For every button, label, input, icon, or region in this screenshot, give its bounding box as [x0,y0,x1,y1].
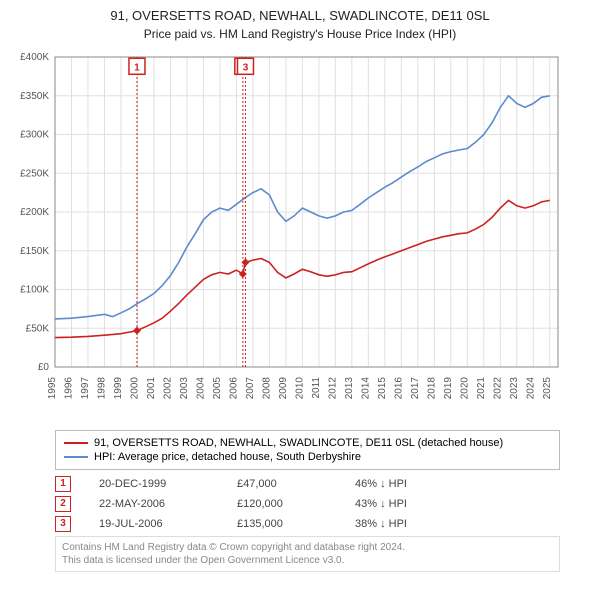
sales-table: 1 20-DEC-1999 £47,000 46% ↓ HPI 2 22-MAY-2006… [55,476,560,532]
sales-row: 1 20-DEC-1999 £47,000 46% ↓ HPI [55,476,560,492]
svg-text:2003: 2003 [179,376,190,399]
legend-label: 91, OVERSETTS ROAD, NEWHALL, SWADLINCOTE… [94,437,503,449]
chart-container: 91, OVERSETTS ROAD, NEWHALL, SWADLINCOTE… [0,0,600,590]
sale-price: £135,000 [237,518,327,530]
svg-text:1997: 1997 [80,376,91,399]
svg-text:2012: 2012 [327,376,338,399]
svg-text:2020: 2020 [459,376,470,399]
chart-title: 91, OVERSETTS ROAD, NEWHALL, SWADLINCOTE… [10,8,590,25]
svg-text:2007: 2007 [245,376,256,399]
sale-price: £47,000 [237,478,327,490]
sale-delta: 46% ↓ HPI [355,478,407,490]
svg-text:2019: 2019 [443,376,454,399]
legend-label: HPI: Average price, detached house, Sout… [94,451,361,463]
svg-text:2004: 2004 [195,376,206,399]
svg-text:£0: £0 [38,362,50,373]
svg-text:2008: 2008 [261,376,272,399]
svg-text:£100K: £100K [20,284,49,295]
svg-text:2022: 2022 [492,376,503,399]
svg-text:2016: 2016 [393,376,404,399]
svg-text:£250K: £250K [20,168,49,179]
svg-text:2009: 2009 [278,376,289,399]
chart-subtitle: Price paid vs. HM Land Registry's House … [10,27,590,41]
svg-text:£50K: £50K [26,323,50,334]
svg-text:2017: 2017 [410,376,421,399]
svg-text:2006: 2006 [228,376,239,399]
sale-marker-box: 1 [55,476,71,492]
sales-row: 2 22-MAY-2006 £120,000 43% ↓ HPI [55,496,560,512]
legend-swatch [64,456,88,458]
svg-text:2013: 2013 [344,376,355,399]
svg-text:2023: 2023 [509,376,520,399]
footer-attribution: Contains HM Land Registry data © Crown c… [55,536,560,572]
svg-text:1999: 1999 [113,376,124,399]
legend: 91, OVERSETTS ROAD, NEWHALL, SWADLINCOTE… [55,430,560,470]
footer-line2: This data is licensed under the Open Gov… [62,554,553,567]
svg-text:£400K: £400K [20,52,49,63]
svg-text:2014: 2014 [360,376,371,399]
svg-text:3: 3 [243,62,249,73]
sales-row: 3 19-JUL-2006 £135,000 38% ↓ HPI [55,516,560,532]
svg-text:2000: 2000 [129,376,140,399]
sale-date: 22-MAY-2006 [99,498,209,510]
svg-text:2002: 2002 [162,376,173,399]
svg-text:1996: 1996 [63,376,74,399]
chart-area: £0 £50K £100K £150K £200K £250K £300K £350K £400… [10,49,590,424]
svg-text:2005: 2005 [212,376,223,399]
svg-text:1: 1 [134,62,140,73]
svg-text:2018: 2018 [426,376,437,399]
sale-marker-box: 2 [55,496,71,512]
sale-delta: 38% ↓ HPI [355,518,407,530]
svg-text:£150K: £150K [20,246,49,257]
svg-text:2025: 2025 [542,376,553,399]
legend-swatch [64,442,88,444]
sale-price: £120,000 [237,498,327,510]
svg-text:1998: 1998 [96,376,107,399]
line-chart-svg: £0 £50K £100K £150K £200K £250K £300K £350K £400… [10,49,570,419]
svg-text:2011: 2011 [311,376,322,398]
svg-text:2021: 2021 [476,376,487,399]
sale-delta: 43% ↓ HPI [355,498,407,510]
svg-text:£200K: £200K [20,207,49,218]
svg-text:2010: 2010 [294,376,305,399]
legend-item: 91, OVERSETTS ROAD, NEWHALL, SWADLINCOTE… [64,437,551,449]
svg-text:2001: 2001 [146,376,157,399]
sale-date: 20-DEC-1999 [99,478,209,490]
svg-text:£300K: £300K [20,129,49,140]
legend-item: HPI: Average price, detached house, Sout… [64,451,551,463]
svg-text:£350K: £350K [20,91,49,102]
footer-line1: Contains HM Land Registry data © Crown c… [62,541,553,554]
svg-text:2015: 2015 [377,376,388,399]
sale-marker-box: 3 [55,516,71,532]
sale-date: 19-JUL-2006 [99,518,209,530]
svg-text:1995: 1995 [47,376,58,399]
svg-text:2024: 2024 [525,376,536,399]
